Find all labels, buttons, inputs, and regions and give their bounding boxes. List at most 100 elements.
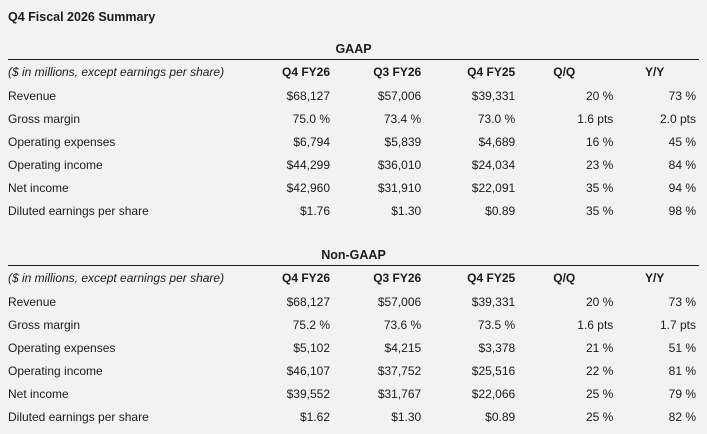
table-row: Operating income $46,107 $37,752 $25,516 22 … [8,359,699,382]
cell-value: $39,331 [471,294,516,309]
cell-value: $25,516 [471,363,516,378]
cell-value: 23 % [585,157,614,172]
row-label: Operating income [8,157,103,172]
cell-value: 25 % [585,386,614,401]
cell-value: $6,794 [293,134,331,149]
column-header: Q/Q [553,271,576,285]
row-label: Operating expenses [8,134,116,149]
table-body: Revenue $68,127 $57,006 $39,331 20 % 73 % Gros… [8,290,699,428]
row-label: Net income [8,386,69,401]
cell-value: 75.0 % [292,111,331,126]
cell-value: $22,066 [471,386,516,401]
cell-value: 73 % [668,88,696,103]
table-row: Diluted earnings per share $1.62 $1.30 $0.8… [8,405,699,428]
cell-value: 45 % [668,134,696,149]
cell-value: 73 % [668,294,696,309]
gaap-table-section: GAAP ($ in millions, except earnings per… [8,42,699,222]
column-header: Q4 FY25 [467,65,516,79]
table-row: Operating expenses $5,102 $4,215 $3,378 21 %… [8,336,699,359]
column-header: Q4 FY25 [467,271,516,285]
cell-value: 35 % [585,180,614,195]
table-row: Operating expenses $6,794 $5,839 $4,689 16 %… [8,130,699,153]
table-row: Net income $42,960 $31,910 $22,091 35 % 94 % [8,176,699,199]
cell-value: $22,091 [471,180,516,195]
row-label: Revenue [8,88,57,103]
table-body: Revenue $68,127 $57,006 $39,331 20 % 73 % Gros… [8,84,699,222]
table-note: ($ in millions, except earnings per shar… [8,271,225,285]
cell-value: $31,767 [377,386,422,401]
row-label: Diluted earnings per share [8,203,149,218]
column-header: Q4 FY26 [281,271,331,285]
cell-value: 84 % [668,157,696,172]
cell-value: $68,127 [286,294,331,309]
cell-value: 81 % [668,363,696,378]
cell-value: 98 % [668,203,696,218]
cell-value: $0.89 [485,409,516,424]
cell-value: 79 % [668,386,696,401]
cell-value: $37,752 [377,363,422,378]
column-header: Q3 FY26 [373,271,422,285]
non-gaap-table: ($ in millions, except earnings per shar… [8,266,699,428]
row-label: Operating income [8,363,103,378]
row-label: Operating expenses [8,340,116,355]
table-header: ($ in millions, except earnings per shar… [8,60,699,84]
cell-value: $4,215 [384,340,422,355]
column-header: Q3 FY26 [373,65,422,79]
cell-value: 35 % [585,203,614,218]
gaap-table: ($ in millions, except earnings per shar… [8,60,699,222]
cell-value: $3,378 [478,340,516,355]
cell-value: 25 % [585,409,614,424]
cell-value: $57,006 [377,88,422,103]
cell-value: 2.0 pts [659,111,696,126]
cell-value: $36,010 [377,157,422,172]
cell-value: 51 % [668,340,696,355]
cell-value: 20 % [585,294,614,309]
cell-value: 73.5 % [477,317,516,332]
cell-value: 22 % [585,363,614,378]
table-row: Gross margin 75.2 % 73.6 % 73.5 % 1.6 pts 1.7… [8,313,699,336]
cell-value: $46,107 [286,363,331,378]
table-row: Operating income $44,299 $36,010 $24,034 23 … [8,153,699,176]
row-label: Gross margin [8,111,81,126]
cell-value: $1.76 [299,203,331,218]
table-caption-non-gaap: Non-GAAP [8,248,699,266]
cell-value: $44,299 [286,157,331,172]
table-row: Diluted earnings per share $1.76 $1.30 $0.8… [8,199,699,222]
cell-value: 1.7 pts [659,317,696,332]
cell-value: $1.62 [299,409,331,424]
cell-value: 73.0 % [477,111,516,126]
cell-value: $68,127 [286,88,331,103]
table-row: Gross margin 75.0 % 73.4 % 73.0 % 1.6 pts 2.0… [8,107,699,130]
cell-value: $1.30 [391,409,422,424]
cell-value: 94 % [668,180,696,195]
cell-value: 20 % [585,88,614,103]
table-row: Revenue $68,127 $57,006 $39,331 20 % 73 % [8,84,699,107]
row-label: Gross margin [8,317,81,332]
cell-value: 82 % [668,409,696,424]
cell-value: $1.30 [391,203,422,218]
cell-value: 21 % [585,340,614,355]
non-gaap-table-section: Non-GAAP ($ in millions, except earnings… [8,248,699,428]
cell-value: 75.2 % [292,317,331,332]
column-header: Y/Y [644,271,665,285]
cell-value: $24,034 [471,157,516,172]
cell-value: $42,960 [286,180,331,195]
cell-value: $5,102 [293,340,331,355]
cell-value: 73.6 % [383,317,422,332]
table-caption-gaap: GAAP [8,42,699,60]
cell-value: $39,331 [471,88,516,103]
page-title: Q4 Fiscal 2026 Summary [8,10,156,24]
cell-value: $5,839 [384,134,422,149]
row-label: Revenue [8,294,57,309]
cell-value: 1.6 pts [577,317,614,332]
table-header: ($ in millions, except earnings per shar… [8,266,699,290]
row-label: Diluted earnings per share [8,409,149,424]
cell-value: $31,910 [377,180,422,195]
column-header: Q/Q [553,65,576,79]
cell-value: 1.6 pts [577,111,614,126]
cell-value: $4,689 [478,134,516,149]
column-header: Q4 FY26 [281,65,331,79]
row-label: Net income [8,180,69,195]
column-header: Y/Y [644,65,665,79]
cell-value: $0.89 [485,203,516,218]
